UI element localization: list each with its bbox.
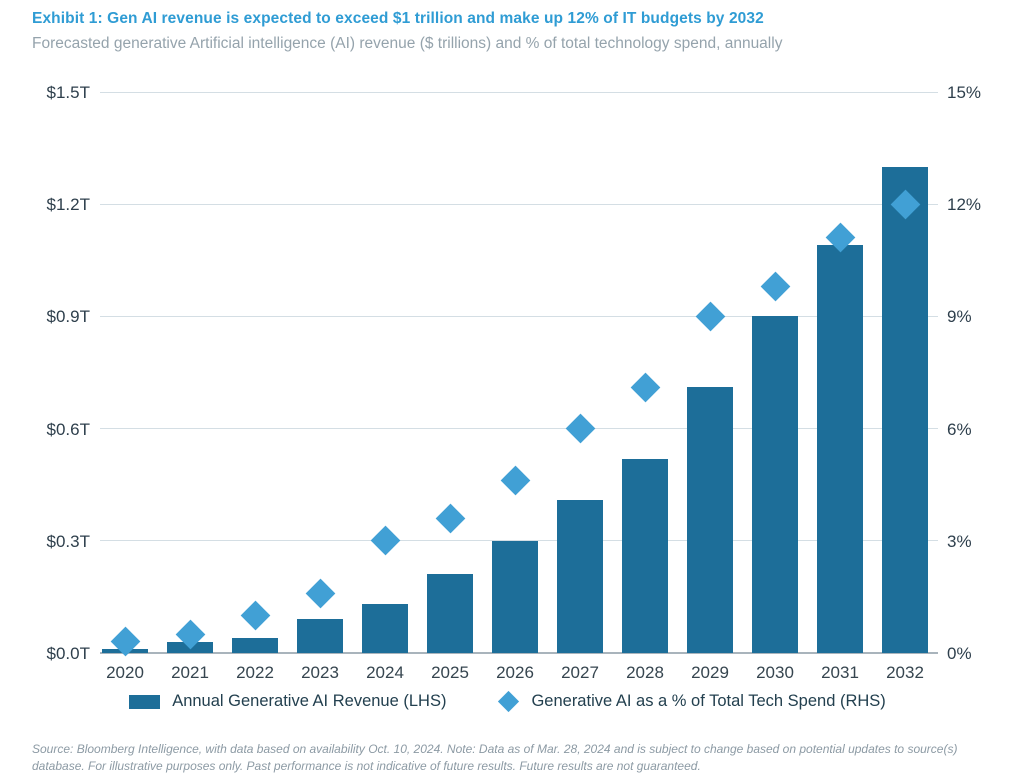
diamond-2026	[500, 466, 530, 496]
y-axis-left-label-5: $1.5T	[46, 83, 90, 102]
y-axis-left-label-3: $0.9T	[46, 307, 90, 327]
x-axis-label-2031: 2031	[821, 663, 859, 682]
bar-2027	[557, 499, 603, 653]
y-axis-right-label-2: 6%	[947, 419, 972, 439]
x-axis-label-2022: 2022	[236, 663, 274, 682]
x-axis-label-2021: 2021	[171, 663, 209, 682]
bar-2031	[817, 245, 863, 653]
x-axis-label-2028: 2028	[626, 663, 664, 682]
x-axis-label-2025: 2025	[431, 663, 469, 682]
x-axis-label-2027: 2027	[561, 663, 599, 682]
bar-2029	[687, 387, 733, 653]
y-axis-left-label-1: $0.3T	[46, 531, 90, 551]
diamond-2030	[760, 271, 790, 302]
gridline-0	[100, 652, 938, 654]
x-axis-label-2023: 2023	[301, 663, 339, 682]
diamond-2022	[240, 600, 270, 631]
y-axis-right-label-5: 15%	[947, 83, 982, 102]
gridline-5	[100, 91, 938, 93]
bar-2028	[622, 458, 668, 653]
bar-2026	[492, 540, 538, 653]
diamond-2029	[695, 301, 725, 332]
bar-2023	[297, 619, 343, 653]
legend-label-pct-spend: Generative AI as a % of Total Tech Spend…	[531, 692, 886, 710]
x-axis-label-2020: 2020	[106, 663, 144, 682]
y-axis-left-label-2: $0.6T	[46, 419, 90, 439]
x-axis-label-2032: 2032	[886, 663, 924, 682]
bar-2025	[427, 574, 473, 653]
bar-2032	[882, 166, 928, 653]
legend-label-revenue: Annual Generative AI Revenue (LHS)	[172, 692, 447, 710]
chart-legend: Annual Generative AI Revenue (LHS) Gener…	[0, 690, 1015, 713]
y-axis-right-label-1: 3%	[947, 531, 972, 551]
y-axis-right-label-4: 12%	[947, 195, 982, 215]
bar-swatch-icon	[129, 694, 161, 709]
x-axis-label-2029: 2029	[691, 663, 729, 682]
diamond-2023	[305, 578, 335, 609]
chart-subtitle: Forecasted generative Artificial intelli…	[32, 35, 783, 52]
bar-2022	[232, 638, 278, 653]
gridline-3	[100, 315, 938, 317]
x-axis-label-2024: 2024	[366, 663, 404, 682]
diamond-2025	[435, 503, 465, 534]
chart-title: Exhibit 1: Gen AI revenue is expected to…	[32, 10, 764, 27]
bar-2030	[752, 316, 798, 653]
y-axis-right-label-3: 9%	[947, 307, 972, 327]
diamond-2027	[565, 413, 595, 444]
y-axis-left-label-0: $0.0T	[46, 644, 90, 663]
plot-area: $0.0T 0% $0.3T 3% $0.6T 6% $0.9T 9% $1.2T 12% $1.5…	[46, 83, 982, 682]
x-axis-label-2026: 2026	[496, 663, 534, 682]
gridline-2	[100, 428, 938, 430]
diamond-swatch-icon	[498, 690, 520, 713]
diamond-2028	[630, 372, 660, 403]
legend-item-pct-spend: Generative AI as a % of Total Tech Spend…	[498, 690, 886, 713]
y-axis-right-label-0: 0%	[947, 644, 972, 663]
x-axis-label-2030: 2030	[756, 663, 794, 682]
bar-2024	[362, 604, 408, 653]
legend-item-revenue: Annual Generative AI Revenue (LHS)	[129, 692, 446, 711]
diamond-2024	[370, 525, 400, 556]
source-note: Source: Bloomberg Intelligence, with dat…	[32, 742, 958, 773]
gridline-4	[100, 203, 938, 205]
y-axis-left-label-4: $1.2T	[46, 195, 90, 215]
